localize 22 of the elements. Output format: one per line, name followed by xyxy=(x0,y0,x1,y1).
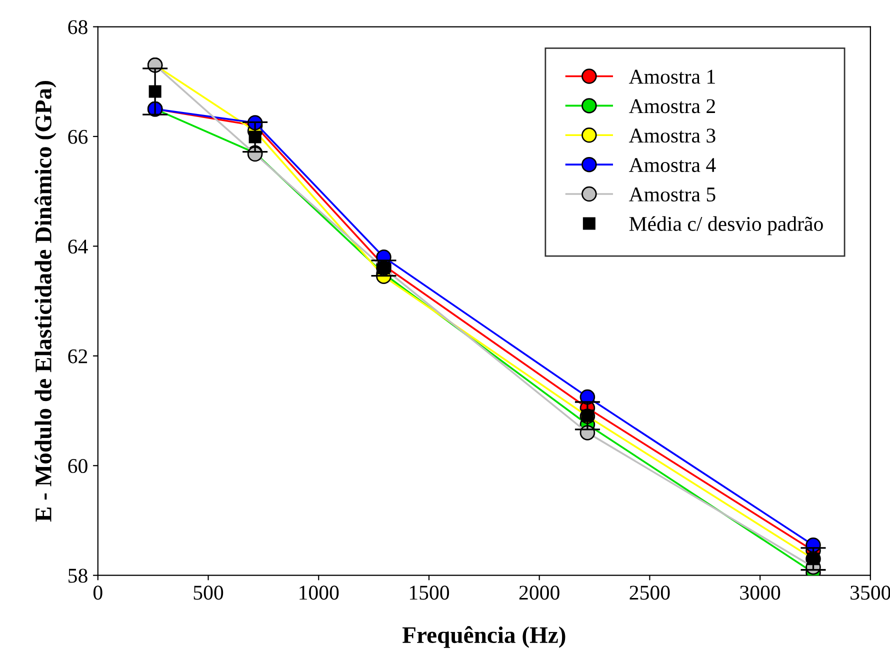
legend-label: Amostra 5 xyxy=(628,188,716,202)
y-tick-label: 62 xyxy=(68,349,88,364)
y-tick-label: 60 xyxy=(68,459,88,474)
y-tick-label: 68 xyxy=(68,20,88,34)
x-tick-label: 1000 xyxy=(300,586,339,600)
x-tick-label: 0 xyxy=(93,586,102,600)
x-tick-label: 1500 xyxy=(410,586,450,600)
x-tick-label: 3500 xyxy=(850,586,890,600)
x-axis-title: Frequência (Hz) xyxy=(402,626,566,648)
legend-label: Amostra 4 xyxy=(628,158,716,172)
y-tick-label: 66 xyxy=(68,130,88,144)
x-tick-label: 500 xyxy=(194,586,224,600)
x-tick-label: 2500 xyxy=(630,586,670,600)
x-tick-label: 2000 xyxy=(519,586,560,600)
y-tick-label: 64 xyxy=(68,240,88,254)
y-axis-title: E - Módulo de Elasticidade Dinâmico (GPa) xyxy=(34,81,56,522)
legend-label: Amostra 2 xyxy=(628,99,715,114)
x-tick-label: 3000 xyxy=(740,586,780,600)
legend-label: Amostra 3 xyxy=(628,128,716,143)
y-tick-label: 58 xyxy=(68,568,88,583)
legend-label: Média c/ desvio padrão xyxy=(629,216,823,236)
legend-label: Amostra 1 xyxy=(628,70,715,84)
